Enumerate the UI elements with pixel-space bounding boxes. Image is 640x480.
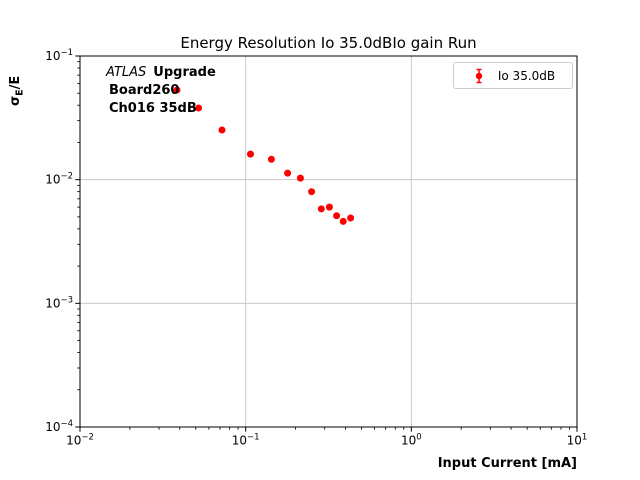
plot-frame [79,55,578,428]
y-axis-label: σE/E [8,76,26,106]
legend-box: Io 35.0dB [453,62,573,89]
figure-title: Energy Resolution Io 35.0dBIo gain Run [180,34,477,52]
annotation-channel: Ch016 35dB [109,101,197,116]
data-point [308,188,316,196]
x-tick-label: 10−2 [66,433,94,448]
data-point [333,212,341,220]
y-tick-label: 10−4 [45,419,73,434]
y-tick-label: 10−3 [45,295,73,310]
x-tick-label: 10−1 [232,433,260,448]
data-point [347,214,355,222]
y-tick-label: 10−2 [45,172,73,187]
y-tick-label: 10−1 [45,48,73,63]
sigma-subscript: E [14,89,26,96]
data-point [284,169,292,177]
atlas-annotation: ATLAS Upgrade Board260 Ch016 35dB [106,64,216,118]
ylabel-rest: /E [8,75,23,90]
data-point [195,104,203,112]
data-point [325,203,333,211]
errorbar-marker-icon [475,68,483,83]
data-point [173,86,181,94]
data-point [339,217,347,225]
experiment-tag: Upgrade [153,65,216,80]
data-point [317,205,325,213]
annotation-board: Board260 [109,83,180,98]
data-point [296,174,304,182]
sigma-symbol: σ [8,95,23,106]
experiment-name: ATLAS [106,65,147,80]
data-point [218,126,226,134]
x-tick-label: 101 [567,433,588,448]
data-point [247,150,254,158]
annotation-line-1: ATLAS Upgrade [106,64,216,82]
x-tick-label: 100 [401,433,422,448]
legend-label: Io 35.0dB [497,68,556,83]
data-point [267,155,275,163]
x-axis-label: Input Current [mA] [437,456,577,471]
